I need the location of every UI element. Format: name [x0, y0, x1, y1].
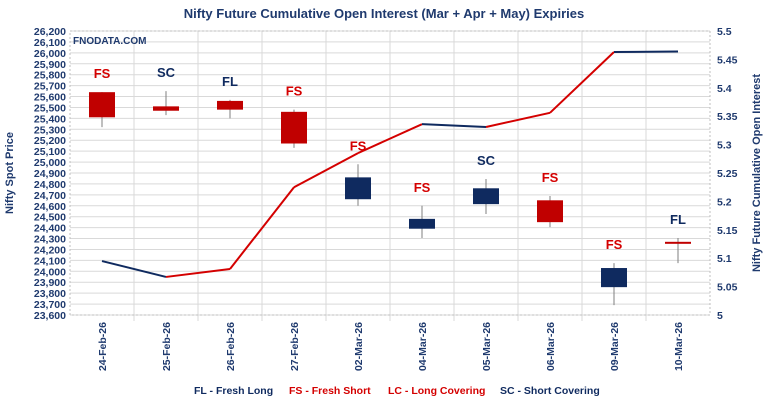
y-tick-right: 5.05 [717, 282, 738, 294]
candle-body [153, 106, 179, 111]
y-tick-left: 25,500 [34, 102, 66, 114]
y-tick-left: 24,700 [34, 190, 66, 202]
watermark: FNODATA.COM [73, 36, 147, 47]
y-tick-left: 24,800 [34, 179, 66, 191]
y-tick-left: 25,100 [34, 146, 66, 158]
candle-body [473, 188, 499, 205]
y-tick-left: 23,800 [34, 288, 66, 300]
plot-area-border [69, 30, 711, 316]
y-tick-right: 5.5 [717, 26, 732, 38]
y-tick-left: 25,000 [34, 157, 66, 169]
y-tick-left: 26,100 [34, 37, 66, 49]
x-axis: 24-Feb-26 25-Feb-26 26-Feb-26 27-Feb-26 02-M… [97, 322, 685, 371]
y-tick-right: 5.4 [717, 83, 732, 95]
y-tick-right: 5.15 [717, 225, 738, 237]
oi-line-segment [421, 123, 487, 128]
y-tick-left: 23,600 [34, 310, 66, 322]
x-tick-label: 09-Mar-26 [609, 322, 621, 371]
y-tick-left: 24,100 [34, 255, 66, 267]
chart-title: Nifty Future Cumulative Open Interest (M… [184, 6, 584, 21]
y-tick-left: 25,800 [34, 70, 66, 82]
candle-body [281, 111, 307, 144]
y-tick-right: 5.45 [717, 54, 738, 66]
oi-line-segment [101, 260, 167, 278]
y-axis-right: 5 5.05 5.1 5.15 5.2 5.25 5.3 5.35 5.4 5.45 5.5 [717, 26, 738, 322]
candle-label: FL [670, 212, 686, 227]
candle-body [217, 100, 243, 110]
x-tick-label: 26-Feb-26 [225, 322, 237, 371]
y-tick-left: 23,700 [34, 299, 66, 311]
oi-line-segment [357, 123, 423, 155]
y-tick-left: 24,000 [34, 266, 66, 278]
y-tick-left: 24,600 [34, 201, 66, 213]
candle-label: FL [222, 74, 238, 89]
y-tick-left: 24,900 [34, 168, 66, 180]
y-tick-left: 25,600 [34, 92, 66, 104]
x-tick-label: 05-Mar-26 [481, 322, 493, 371]
x-tick-label: 06-Mar-26 [545, 322, 557, 371]
x-tick-label: 27-Feb-26 [289, 322, 301, 371]
y-tick-right: 5.2 [717, 196, 732, 208]
candle-label: FS [542, 170, 559, 185]
candles: FS SC FL FS FS FS SC FS FS FL [89, 65, 691, 306]
oi-line-segment [165, 267, 231, 278]
candle-body [537, 200, 563, 223]
y-tick-left: 25,900 [34, 59, 66, 71]
y-tick-left: 24,500 [34, 212, 66, 224]
y-tick-left: 24,200 [34, 244, 66, 256]
candle-body [345, 177, 371, 200]
y-axis-left: 23,60023,70023,80023,90024,00024,10024,2… [34, 26, 66, 322]
y-tick-left: 26,200 [34, 26, 66, 38]
y-tick-left: 25,400 [34, 113, 66, 125]
x-tick-label: 10-Mar-26 [673, 322, 685, 371]
y-tick-right: 5.3 [717, 140, 732, 152]
y-tick-left: 25,300 [34, 124, 66, 136]
legend-item: FS - Fresh Short [289, 385, 371, 397]
x-tick-label: 02-Mar-26 [353, 322, 365, 371]
oi-line-segment [293, 152, 359, 189]
legend-item: LC - Long Covering [388, 385, 485, 397]
legend-item: SC - Short Covering [500, 385, 600, 397]
candle-label: FS [350, 138, 367, 153]
oi-line-segment [485, 111, 551, 128]
grid [70, 30, 710, 321]
y-tick-right: 5 [717, 310, 723, 322]
y-axis-right-label: Nifty Future Cumulative Open Interest [751, 74, 763, 272]
x-tick-label: 24-Feb-26 [97, 322, 109, 371]
candle-body [89, 92, 115, 118]
y-tick-right: 5.25 [717, 168, 738, 180]
candle-body [665, 241, 691, 244]
y-tick-right: 5.35 [717, 111, 738, 123]
candle-label: FS [606, 237, 623, 252]
candle-label: SC [477, 153, 496, 168]
legend: FL - Fresh Long FS - Fresh Short LC - Long… [194, 385, 600, 397]
y-axis-left-label: Nifty Spot Price [4, 132, 16, 214]
y-tick-left: 24,300 [34, 234, 66, 246]
candle-label: FS [94, 66, 111, 81]
x-tick-label: 25-Feb-26 [161, 322, 173, 371]
oi-line-segment [613, 50, 679, 54]
oi-line [101, 50, 679, 278]
y-tick-left: 25,200 [34, 135, 66, 147]
y-tick-left: 23,900 [34, 277, 66, 289]
legend-item: FL - Fresh Long [194, 385, 273, 397]
candle-body [601, 268, 627, 288]
y-tick-left: 26,000 [34, 48, 66, 60]
y-tick-right: 5.1 [717, 253, 732, 265]
candle-label: FS [286, 84, 303, 99]
candle-label: FS [414, 180, 431, 195]
x-tick-label: 04-Mar-26 [417, 322, 429, 371]
oi-line-segment [229, 186, 295, 270]
y-tick-left: 25,700 [34, 81, 66, 93]
oi-line-segment [549, 51, 615, 114]
candle-label: SC [157, 65, 176, 80]
y-tick-left: 24,400 [34, 223, 66, 235]
candle-body [409, 218, 435, 229]
